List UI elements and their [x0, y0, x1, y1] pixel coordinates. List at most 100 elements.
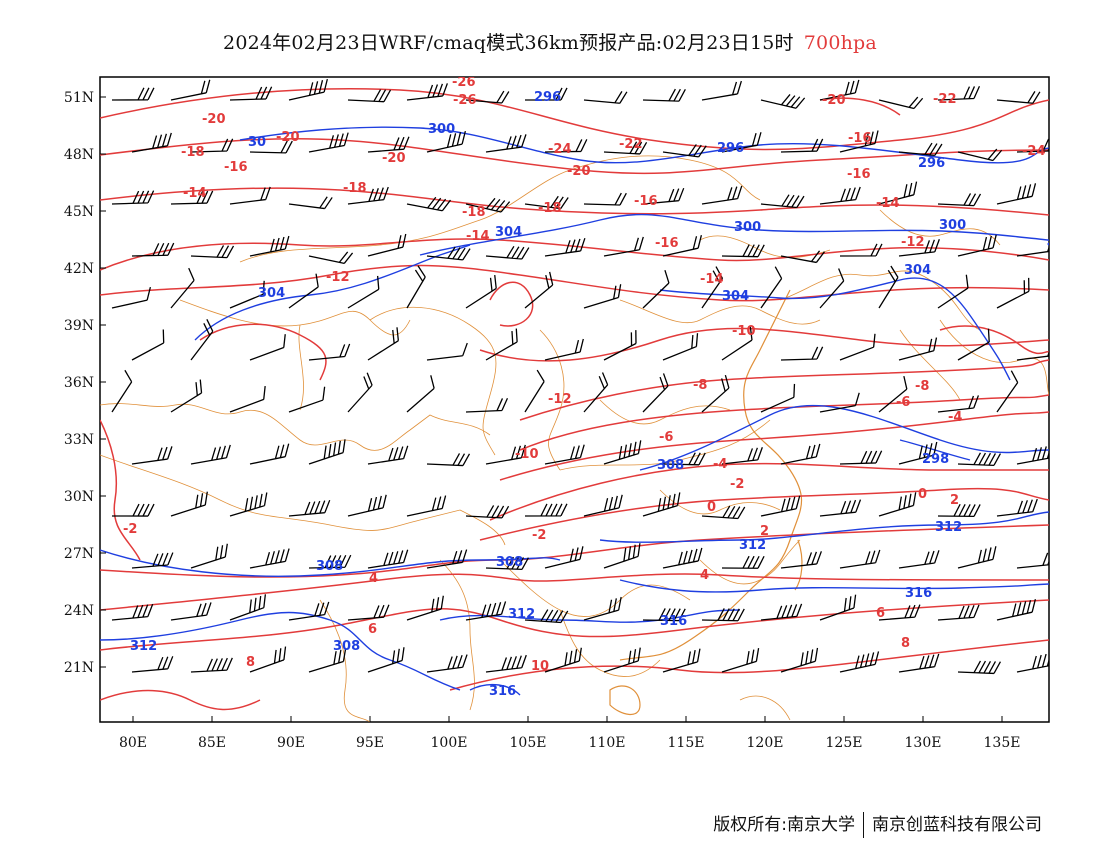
wind-barb: [288, 196, 333, 210]
wind-barb: [190, 138, 234, 153]
wind-barb: [190, 543, 228, 569]
wind-barb: [288, 499, 331, 517]
wind-barb: [996, 498, 1038, 517]
wind-barb: [642, 608, 686, 622]
wind-barb: [347, 604, 390, 621]
temperature-label: -12: [901, 235, 925, 250]
wind-barb: [524, 195, 569, 210]
wind-barb: [937, 604, 980, 621]
temperature-label: -18: [343, 181, 367, 196]
temperature-label: -16: [848, 131, 872, 146]
boundary-line: [899, 329, 961, 401]
temperature-label: -24: [548, 142, 572, 157]
wind-barb: [583, 596, 622, 621]
wind-barb: [642, 373, 669, 413]
temperature-label: -26: [453, 93, 477, 108]
wind-barb: [819, 594, 857, 621]
temperature-label: -2: [730, 477, 744, 492]
wind-barb: [485, 134, 527, 153]
wind-barb: [642, 270, 670, 309]
temperature-label: 6: [368, 622, 377, 637]
wind-barb: [583, 91, 628, 104]
temperature-label: -6: [659, 430, 673, 445]
wind-barb: [996, 91, 1041, 104]
wind-barb: [878, 265, 899, 309]
boundary-line: [739, 695, 791, 721]
wind-barb: [721, 326, 753, 361]
wind-barb: [465, 601, 507, 621]
isotherm: [939, 325, 1049, 355]
boundary-line: [699, 235, 831, 258]
wind-barb: [249, 548, 290, 569]
wind-barb: [1016, 138, 1049, 153]
isotherm: [100, 599, 1049, 651]
wind-barb: [898, 337, 938, 361]
y-tick-label: 42N: [64, 261, 94, 277]
wind-barb: [662, 235, 703, 257]
wind-barb: [701, 80, 742, 101]
height-contour: [439, 609, 741, 623]
wind-barb: [780, 138, 824, 153]
wind-barb: [111, 87, 155, 101]
wind-barb: [367, 445, 409, 465]
x-tick-label: 95E: [356, 735, 384, 751]
wind-barb: [367, 647, 405, 673]
wind-barb: [347, 186, 389, 205]
wind-barb: [642, 187, 685, 205]
y-tick-label: 21N: [64, 660, 94, 676]
boundary-line: [539, 329, 565, 471]
y-tick-label: 39N: [64, 318, 94, 334]
wind-barb: [308, 251, 354, 265]
wind-barb: [485, 245, 530, 260]
wind-barb: [957, 148, 1003, 162]
boundary-lines: [100, 155, 1049, 722]
isotherm: [100, 419, 141, 561]
wind-barb: [937, 503, 981, 518]
x-tick-label: 130E: [905, 735, 942, 751]
wind-barb: [898, 550, 940, 569]
wind-barb: [111, 286, 152, 309]
x-tick-label: 125E: [826, 735, 863, 751]
temperature-label: -12: [326, 270, 350, 285]
wind-barb: [229, 386, 266, 413]
temperature-label: 10: [531, 659, 549, 674]
temperature-label: -20: [382, 151, 406, 166]
wind-barb: [308, 343, 351, 361]
wind-barb: [190, 657, 233, 673]
wind-barb: [249, 235, 290, 257]
wind-barb: [347, 89, 392, 103]
wind-barb: [426, 654, 468, 673]
temperature-label: -18: [181, 145, 205, 160]
wind-barb: [819, 79, 860, 101]
boundary-line: [779, 270, 981, 331]
wind-barb: [878, 375, 908, 413]
wind-barb: [229, 280, 265, 309]
wind-barb: [288, 386, 326, 413]
wind-barb: [760, 383, 796, 413]
height-contour: [419, 213, 1049, 256]
temperature-label: -10: [515, 447, 539, 462]
wind-barb: [701, 266, 724, 309]
wind-barb: [760, 194, 805, 209]
wind-barb: [308, 554, 352, 569]
wind-barb: [583, 372, 609, 413]
wind-barb: [819, 268, 845, 309]
isotherm: [479, 327, 1049, 362]
wind-barb: [642, 492, 681, 517]
wind-barb: [603, 330, 637, 361]
wind-barb: [819, 499, 862, 517]
height-contour: [194, 244, 471, 341]
y-tick-label: 51N: [64, 90, 94, 106]
height-label: 308: [496, 555, 523, 570]
wind-barb: [898, 653, 940, 673]
wind-barb: [701, 185, 743, 205]
wind-barb: [170, 267, 195, 309]
y-axis-labels: 51N 48N 45N 42N 39N 36N 33N 30N 27N 24N …: [64, 90, 94, 676]
wind-barb: [426, 246, 471, 261]
isotherm: [100, 87, 1049, 151]
wind-barb: [544, 237, 586, 257]
map-frame: [99, 76, 1050, 723]
height-label: 308: [657, 458, 684, 473]
wind-barb: [170, 491, 208, 517]
wind-barbs: [111, 78, 1049, 675]
